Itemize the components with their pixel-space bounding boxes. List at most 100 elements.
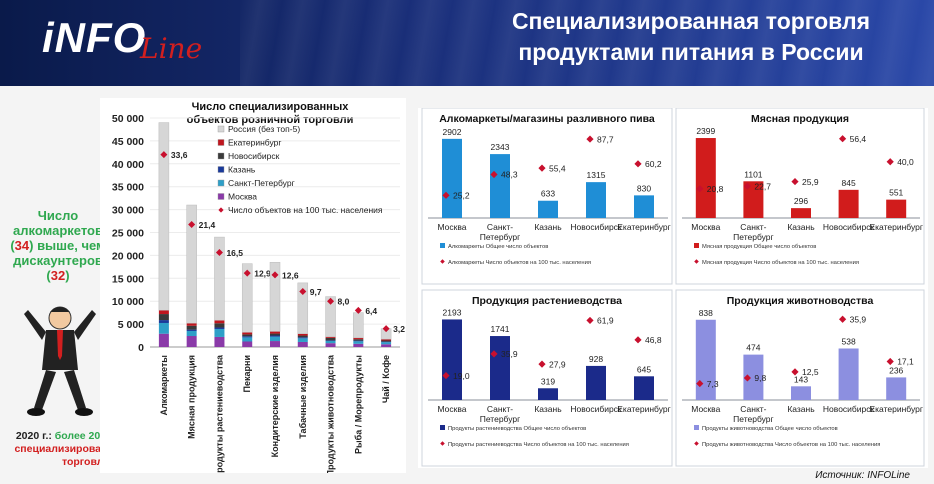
density-marker <box>243 269 251 277</box>
stacked-bar-segment <box>242 336 253 338</box>
city-category-label: Казань <box>787 222 815 232</box>
city-legend-label: Алкомаркеты Общее число объектов <box>448 244 548 250</box>
stacked-bar-segment <box>325 336 336 338</box>
city-category-label: Петербург <box>480 414 520 424</box>
city-bar <box>743 354 764 400</box>
city-density-value: 35,9 <box>501 349 518 359</box>
page-title-line1: Специализированная торговля <box>511 8 870 34</box>
city-density-value: 48,3 <box>501 170 518 180</box>
city-density-marker <box>696 379 704 388</box>
city-density-marker <box>634 160 642 168</box>
city-category-label: Новосибирск <box>570 404 622 414</box>
city-bar <box>538 388 558 400</box>
city-density-value: 22,7 <box>754 181 771 191</box>
stacked-bar-segment <box>242 334 253 337</box>
y-tick-label: 20 000 <box>112 250 144 262</box>
city-category-label: Петербург <box>733 414 773 424</box>
city-bar-value: 2343 <box>491 142 510 152</box>
city-category-label: Москва <box>691 222 720 232</box>
city-category-label: Санкт- <box>487 404 513 414</box>
stacked-bar-segment <box>381 339 392 341</box>
density-marker <box>299 287 307 295</box>
stacked-bar-segment <box>325 340 336 341</box>
y-tick-label: 50 000 <box>112 113 144 125</box>
stacked-bar-segment <box>297 333 308 336</box>
logo-sub-text: Line <box>140 32 203 65</box>
legend-label: Казань <box>228 165 256 175</box>
city-bar-value: 1101 <box>744 169 763 179</box>
city-legend-marker <box>440 259 445 264</box>
note-prefix: Число алкомаркетов ( <box>10 208 103 253</box>
density-label: 12,9 <box>254 269 271 279</box>
city-bar-value: 2193 <box>443 307 462 317</box>
category-label: Табачные изделия <box>298 355 308 439</box>
stacked-bar-segment <box>353 312 364 339</box>
logo-main-text: iNFO <box>42 14 147 61</box>
stacked-bar-segment <box>158 314 169 321</box>
city-bar-value: 2902 <box>443 127 462 137</box>
city-density-value: 25,9 <box>802 177 819 187</box>
city-category-label: Москва <box>437 222 466 232</box>
city-density-marker <box>839 135 847 143</box>
category-label: Чай / Кофе <box>381 355 391 403</box>
city-bar-value: 1741 <box>491 324 510 334</box>
stacked-bar-segment <box>214 327 225 329</box>
city-bar <box>886 377 907 400</box>
city-category-label: Санкт- <box>740 404 766 414</box>
city-legend-swatch <box>440 425 445 430</box>
city-legend-label: Продукты животноводства Число объектов н… <box>702 442 880 448</box>
city-chart-frame <box>675 107 925 285</box>
stacked-bar-segment <box>381 341 392 343</box>
category-label: Пекарни <box>242 355 252 392</box>
city-legend-label: Продукты животноводства Общее число объе… <box>702 426 838 432</box>
stacked-bar-segment <box>242 337 253 342</box>
category-label: Кондитерские изделия <box>270 355 280 457</box>
city-density-value: 17,1 <box>897 357 914 367</box>
city-bar-value: 474 <box>746 343 760 353</box>
infoline-logo: iNFO Line <box>28 12 228 72</box>
city-charts: Алкомаркеты/магазины разливного пива 2902… <box>421 107 925 467</box>
city-bar <box>791 208 811 218</box>
city-density-value: 9,8 <box>754 373 766 383</box>
city-bar-value: 633 <box>541 189 555 199</box>
stacked-bar-segment <box>214 236 225 321</box>
category-label: Рыба / Морепродукты <box>353 355 363 454</box>
stacked-bar-segment <box>186 336 197 347</box>
city-bar-value: 551 <box>889 188 903 198</box>
city-density-value: 46,8 <box>645 335 662 345</box>
city-density-value: 60,2 <box>645 159 662 169</box>
legend-label: Новосибирск <box>228 151 280 161</box>
city-category-label: Санкт- <box>740 222 766 232</box>
legend-swatch <box>217 152 225 160</box>
stacked-bar-segment <box>353 343 364 347</box>
city-density-marker <box>442 191 450 199</box>
stacked-bar-segment <box>325 296 336 338</box>
density-marker <box>215 249 223 257</box>
category-label: Продукты растениеводства <box>214 354 224 473</box>
city-chart-title: Мясная продукция <box>751 113 849 125</box>
city-density-value: 19,0 <box>453 371 470 381</box>
city-bar <box>743 181 764 218</box>
density-label: 9,7 <box>310 287 322 297</box>
stacked-bar-segment <box>214 323 225 328</box>
city-bar <box>791 386 811 400</box>
city-category-label: Екатеринбург <box>617 222 670 232</box>
stacked-bar-segment <box>158 322 169 334</box>
stacked-bar-segment <box>353 339 364 341</box>
city-category-label: Новосибирск <box>570 222 622 232</box>
main-chart-panel: Число специализированных объектов розничн… <box>100 98 406 479</box>
city-bar <box>538 200 558 218</box>
page-title-line2: продуктами питания в России <box>518 39 864 65</box>
stacked-bar-segment <box>241 263 253 333</box>
city-density-marker <box>886 158 894 166</box>
city-legend-label: Мясная продукция Число объектов на 100 т… <box>702 260 859 266</box>
y-tick-label: 0 <box>138 342 144 354</box>
stacked-bar-segment <box>186 325 197 330</box>
stacked-bar-segment <box>158 310 169 315</box>
city-density-value: 61,9 <box>597 316 614 326</box>
city-bar-value: 1315 <box>587 170 606 180</box>
stacked-bar-segment <box>186 204 197 324</box>
city-density-marker <box>696 185 704 193</box>
density-label: 12,6 <box>282 270 299 280</box>
city-legend-swatch <box>694 425 699 430</box>
